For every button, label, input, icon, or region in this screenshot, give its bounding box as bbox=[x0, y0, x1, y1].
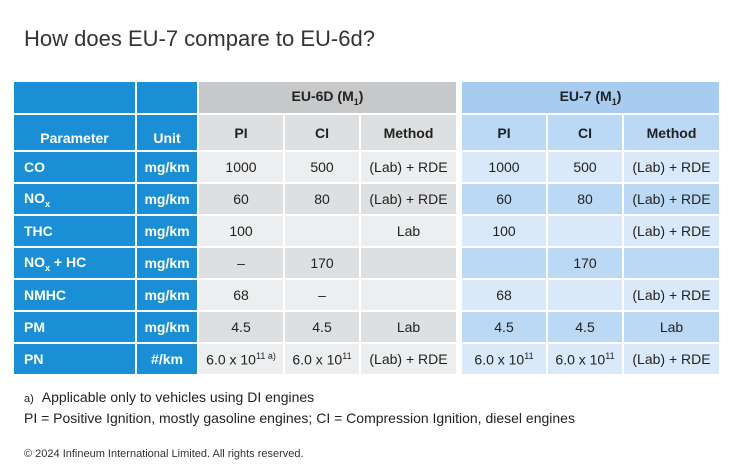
unit-cell: mg/km bbox=[135, 150, 199, 184]
group-gap bbox=[456, 80, 462, 115]
table-row: CO mg/km 1000 500 (Lab) + RDE 1000 500 (Lab) + … bbox=[12, 150, 721, 184]
table-row: PN #/km 6.0 x 1011 a) 6.0 x 1011 (Lab) + RDE… bbox=[12, 342, 721, 376]
eu6-method-cell: (Lab) + RDE bbox=[359, 342, 458, 376]
eu6-pi-cell: – bbox=[197, 246, 285, 280]
parameter-cell: THC bbox=[12, 214, 137, 248]
eu7-pi-cell: 6.0 x 1011 bbox=[460, 342, 548, 376]
eu7-pi-cell: 60 bbox=[460, 182, 548, 216]
eu7-method-cell: (Lab) + RDE bbox=[622, 182, 721, 216]
eu6-method-cell: (Lab) + RDE bbox=[359, 150, 458, 184]
eu6-method-cell: Lab bbox=[359, 310, 458, 344]
eu6-ci-cell: 500 bbox=[283, 150, 361, 184]
eu7-ci-cell: 500 bbox=[546, 150, 624, 184]
eu6-pi-header: PI bbox=[197, 113, 285, 152]
table-row: NOx + HC mg/km –170 170 bbox=[12, 246, 721, 280]
eu6-ci-cell: 4.5 bbox=[283, 310, 361, 344]
eu7-ci-cell: 170 bbox=[546, 246, 624, 280]
eu7-group-header: EU-7 (M1) bbox=[460, 80, 721, 115]
parameter-cell: NOx + HC bbox=[12, 246, 137, 280]
eu6-pi-cell: 1000 bbox=[197, 150, 285, 184]
eu6-method-header: Method bbox=[359, 113, 458, 152]
table-row: NMHC mg/km 68–68 (Lab) + RDE bbox=[12, 278, 721, 312]
eu6-pi-cell: 6.0 x 1011 a) bbox=[197, 342, 285, 376]
eu6-group-header: EU-6D (M1) bbox=[197, 80, 458, 115]
eu7-pi-cell: 68 bbox=[460, 278, 548, 312]
group-gap bbox=[456, 214, 462, 248]
unit-header: Unit bbox=[135, 113, 199, 152]
footnote-pi-ci: PI = Positive Ignition, mostly gasoline … bbox=[24, 410, 575, 426]
group-gap bbox=[456, 113, 462, 152]
eu7-ci-header: CI bbox=[546, 113, 624, 152]
eu7-method-cell: (Lab) + RDE bbox=[622, 214, 721, 248]
unit-cell: mg/km bbox=[135, 246, 199, 280]
eu7-pi-cell: 4.5 bbox=[460, 310, 548, 344]
eu6-method-cell bbox=[359, 246, 458, 280]
eu7-ci-cell: 80 bbox=[546, 182, 624, 216]
table-row: NOx mg/km 60 80 (Lab) + RDE 60 80 (Lab) + RDE bbox=[12, 182, 721, 216]
copyright: © 2024 Infineum International Limited. A… bbox=[24, 448, 304, 460]
group-gap bbox=[456, 246, 462, 280]
unit-cell: mg/km bbox=[135, 214, 199, 248]
eu7-method-cell: (Lab) + RDE bbox=[622, 342, 721, 376]
page-title: How does EU-7 compare to EU-6d? bbox=[24, 26, 375, 51]
parameter-cell: PN bbox=[12, 342, 137, 376]
unit-header-top bbox=[135, 80, 199, 115]
unit-cell: mg/km bbox=[135, 278, 199, 312]
eu7-method-cell: Lab bbox=[622, 310, 721, 344]
eu6-ci-cell bbox=[283, 214, 361, 248]
unit-cell: mg/km bbox=[135, 310, 199, 344]
eu7-ci-cell bbox=[546, 214, 624, 248]
eu6-pi-cell: 100 bbox=[197, 214, 285, 248]
eu6-ci-header: CI bbox=[283, 113, 361, 152]
parameter-cell: NOx bbox=[12, 182, 137, 216]
eu7-method-header: Method bbox=[622, 113, 721, 152]
footnote-a: a) Applicable only to vehicles using DI e… bbox=[24, 389, 315, 405]
parameter-header-top bbox=[12, 80, 137, 115]
table-row: PM mg/km 4.5 4.5 Lab 4.5 4.5 Lab bbox=[12, 310, 721, 344]
group-gap bbox=[456, 182, 462, 216]
table-row: THC mg/km 100 Lab 100 (Lab) + RDE bbox=[12, 214, 721, 248]
eu7-pi-header: PI bbox=[460, 113, 548, 152]
eu6-ci-cell: 170 bbox=[283, 246, 361, 280]
unit-cell: #/km bbox=[135, 342, 199, 376]
parameter-cell: PM bbox=[12, 310, 137, 344]
eu6-ci-cell: – bbox=[283, 278, 361, 312]
eu6-pi-cell: 68 bbox=[197, 278, 285, 312]
eu6-method-cell bbox=[359, 278, 458, 312]
eu6-method-cell: Lab bbox=[359, 214, 458, 248]
eu7-method-cell: (Lab) + RDE bbox=[622, 278, 721, 312]
group-gap bbox=[456, 150, 462, 184]
eu6-ci-cell: 6.0 x 1011 bbox=[283, 342, 361, 376]
comparison-table: EU-6D (M1) EU-7 (M1) Parameter Unit PI C… bbox=[12, 80, 721, 376]
eu6-method-cell: (Lab) + RDE bbox=[359, 182, 458, 216]
eu7-method-cell: (Lab) + RDE bbox=[622, 150, 721, 184]
parameter-cell: NMHC bbox=[12, 278, 137, 312]
group-gap bbox=[456, 278, 462, 312]
eu7-pi-cell bbox=[460, 246, 548, 280]
group-gap bbox=[456, 342, 462, 376]
eu7-pi-cell: 1000 bbox=[460, 150, 548, 184]
eu7-ci-cell: 4.5 bbox=[546, 310, 624, 344]
eu6-pi-cell: 60 bbox=[197, 182, 285, 216]
eu6-pi-cell: 4.5 bbox=[197, 310, 285, 344]
eu7-ci-cell bbox=[546, 278, 624, 312]
unit-cell: mg/km bbox=[135, 182, 199, 216]
eu7-ci-cell: 6.0 x 1011 bbox=[546, 342, 624, 376]
eu7-pi-cell: 100 bbox=[460, 214, 548, 248]
parameter-cell: CO bbox=[12, 150, 137, 184]
group-gap bbox=[456, 310, 462, 344]
parameter-header: Parameter bbox=[12, 113, 137, 152]
eu7-method-cell bbox=[622, 246, 721, 280]
eu6-ci-cell: 80 bbox=[283, 182, 361, 216]
